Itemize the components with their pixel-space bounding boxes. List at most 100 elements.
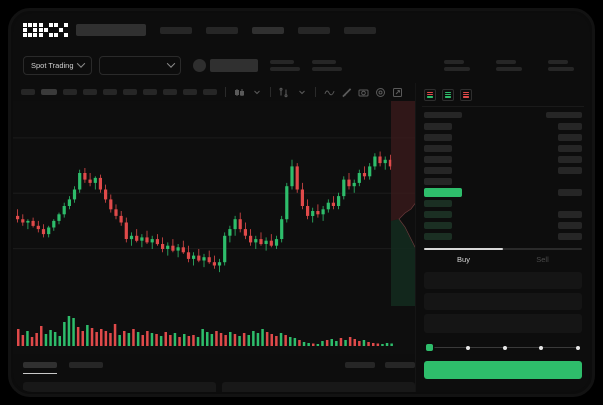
total-field[interactable] xyxy=(424,313,582,333)
orderbook-asks[interactable] xyxy=(416,121,590,242)
orderbook-amount xyxy=(558,233,582,240)
orderbook-mode-both-icon[interactable] xyxy=(424,89,436,101)
market-bar: Spot Trading xyxy=(13,47,590,83)
orders-action[interactable] xyxy=(345,362,375,368)
orderbook-amount xyxy=(558,222,582,229)
market-stat-label xyxy=(444,59,464,64)
trading-mode-label: Spot Trading xyxy=(31,60,74,70)
orderbook-amount xyxy=(558,167,582,174)
right-panel: Buy Sell xyxy=(415,83,590,392)
slider-step[interactable] xyxy=(465,345,470,350)
orderbook-row[interactable] xyxy=(424,132,582,143)
coin-avatar xyxy=(192,58,206,72)
timeframe-button[interactable] xyxy=(83,89,97,95)
fullscreen-icon[interactable] xyxy=(392,87,403,98)
orderbook-amount xyxy=(558,211,582,218)
device-frame: Spot Trading xyxy=(8,8,595,397)
nav-item[interactable] xyxy=(160,26,192,34)
orderbook-amount xyxy=(558,156,582,163)
tab-buy[interactable]: Buy xyxy=(457,254,470,264)
orderbook-mode-asks-only-icon[interactable] xyxy=(460,89,472,101)
camera-icon[interactable] xyxy=(358,87,369,98)
submit-order-button[interactable] xyxy=(424,360,582,379)
orderbook-price xyxy=(424,200,452,207)
chevron-down-icon[interactable] xyxy=(296,87,307,98)
tab-sell[interactable]: Sell xyxy=(536,254,549,264)
timeframe-button[interactable] xyxy=(21,89,35,95)
order-form-active-indicator xyxy=(424,248,503,250)
price-chart[interactable] xyxy=(13,101,425,306)
slider-step[interactable] xyxy=(539,345,544,350)
draw-tools-icon[interactable] xyxy=(341,87,352,98)
tab-label xyxy=(23,362,57,368)
chevron-down-icon[interactable] xyxy=(251,87,262,98)
search-input[interactable] xyxy=(76,24,146,36)
okx-logo-glyph xyxy=(23,23,37,37)
orderbook-amount xyxy=(558,145,582,152)
tab-order-history[interactable] xyxy=(69,362,103,368)
pair-selector[interactable] xyxy=(98,55,181,75)
orderbook-row[interactable] xyxy=(424,143,582,154)
settings-icon[interactable] xyxy=(375,87,386,98)
timeframe-button[interactable] xyxy=(123,89,137,95)
market-stat-label xyxy=(269,59,294,64)
pair-name xyxy=(209,58,258,72)
timeframe-button[interactable] xyxy=(143,89,157,95)
tab-open-orders[interactable] xyxy=(23,362,57,374)
indicator-icon[interactable] xyxy=(279,87,290,98)
orders-actions xyxy=(345,362,415,368)
timeframe-button[interactable] xyxy=(163,89,177,95)
timeframe-button[interactable] xyxy=(63,89,77,95)
nav-item[interactable] xyxy=(206,26,238,34)
volume-chart[interactable] xyxy=(13,306,425,354)
timeframe-button[interactable] xyxy=(203,89,217,95)
nav-item[interactable] xyxy=(298,26,330,34)
trading-mode-selector[interactable]: Spot Trading xyxy=(23,55,92,75)
amount-slider[interactable] xyxy=(426,343,580,353)
orderbook-price xyxy=(424,233,452,240)
orders-panel-right[interactable] xyxy=(222,382,415,392)
order-form-fields xyxy=(416,268,590,333)
market-stat xyxy=(311,59,342,71)
orderbook-display-modes xyxy=(416,83,590,106)
slider-step[interactable] xyxy=(576,345,580,350)
timeframe-button[interactable] xyxy=(103,89,117,95)
market-stat-label xyxy=(311,59,336,64)
line-chart-icon[interactable] xyxy=(324,87,335,98)
app-screen: Spot Trading xyxy=(13,13,590,392)
price-field[interactable] xyxy=(424,271,582,289)
market-stat-value xyxy=(269,66,300,71)
tab-label xyxy=(69,362,103,368)
slider-step[interactable] xyxy=(502,345,507,350)
orderbook-price xyxy=(424,156,452,163)
orders-action[interactable] xyxy=(385,362,415,368)
nav-item[interactable] xyxy=(252,26,284,34)
candlestick-svg xyxy=(13,101,425,306)
timeframe-button-active[interactable] xyxy=(41,89,57,95)
orders-panel-left[interactable] xyxy=(23,382,216,392)
order-form-tabs: Buy Sell xyxy=(424,250,582,268)
orderbook-price xyxy=(424,134,452,141)
orderbook-row[interactable] xyxy=(424,165,582,176)
orderbook-col-price xyxy=(424,112,462,118)
nav-item[interactable] xyxy=(344,26,376,34)
orderbook-row[interactable] xyxy=(424,176,582,187)
app-header xyxy=(13,13,590,47)
orderbook-row[interactable] xyxy=(424,154,582,165)
orderbook-row[interactable] xyxy=(424,220,582,231)
slider-handle[interactable] xyxy=(426,344,433,351)
market-stat xyxy=(496,59,522,71)
orders-tabbar xyxy=(13,354,425,374)
timeframe-button[interactable] xyxy=(183,89,197,95)
candles-icon[interactable] xyxy=(234,87,245,98)
orderbook-mode-bids-only-icon[interactable] xyxy=(442,89,454,101)
okx-logo[interactable] xyxy=(23,23,68,37)
divider xyxy=(422,106,584,107)
orderbook-row[interactable] xyxy=(424,198,582,209)
orderbook-row[interactable] xyxy=(424,209,582,220)
orderbook-row[interactable] xyxy=(424,121,582,132)
orderbook-price xyxy=(424,222,452,229)
amount-field[interactable] xyxy=(424,292,582,310)
orderbook-row[interactable] xyxy=(424,231,582,242)
orderbook-amount xyxy=(558,189,582,196)
